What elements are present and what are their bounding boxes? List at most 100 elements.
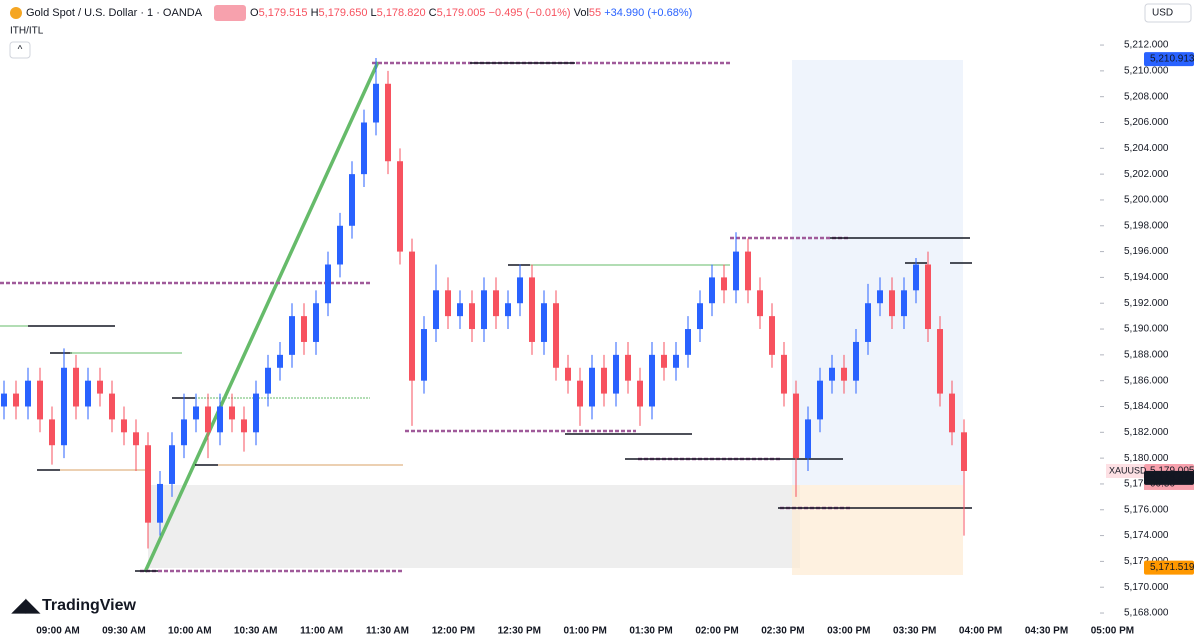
x-tick-label: 02:00 PM bbox=[695, 626, 738, 637]
candle-body bbox=[505, 303, 511, 317]
candle-body bbox=[409, 251, 415, 381]
y-tick-label: 5,180.000 bbox=[1124, 453, 1169, 464]
candle-body bbox=[913, 264, 919, 291]
header-value: 55 bbox=[589, 7, 601, 19]
price-tag bbox=[1144, 560, 1194, 575]
y-tick-label: 5,170.000 bbox=[1124, 582, 1169, 593]
x-tick-label: 04:30 PM bbox=[1025, 626, 1068, 637]
y-tick-label: 5,186.000 bbox=[1124, 375, 1169, 386]
candle-body bbox=[853, 341, 859, 381]
y-tick-label: 5,168.000 bbox=[1124, 608, 1169, 619]
axes: 5,212.000 5,210.000 5,208.000 5,206.000 5,20… bbox=[36, 40, 1195, 637]
candle-body bbox=[169, 445, 175, 484]
y-tick-label: 5,190.000 bbox=[1124, 324, 1169, 335]
candle-body bbox=[361, 122, 367, 175]
candle-body bbox=[901, 290, 907, 317]
x-tick-label: 11:00 AM bbox=[300, 626, 343, 637]
candle-body bbox=[781, 354, 787, 394]
header-value: −0.495 (−0.01%) bbox=[489, 7, 571, 19]
candle-body bbox=[133, 432, 139, 446]
candle-body bbox=[493, 290, 499, 317]
price-tag-label: 5,171.519 bbox=[1150, 562, 1195, 573]
trend-line bbox=[143, 61, 380, 573]
x-tick-label: 10:30 AM bbox=[234, 626, 278, 637]
y-tick-label: 5,210.000 bbox=[1124, 66, 1169, 77]
y-tick-label: 5,184.000 bbox=[1124, 401, 1169, 412]
x-tick-label: 09:00 AM bbox=[36, 626, 80, 637]
y-tick-label: 5,182.000 bbox=[1124, 427, 1169, 438]
y-tick-label: 5,188.000 bbox=[1124, 349, 1169, 360]
candle-body bbox=[601, 367, 607, 394]
candle-body bbox=[313, 303, 319, 342]
candle-body bbox=[649, 354, 655, 407]
candle-body bbox=[61, 367, 67, 446]
header-value: L bbox=[371, 7, 377, 19]
candle-body bbox=[961, 432, 967, 471]
x-tick-label: 03:30 PM bbox=[893, 626, 936, 637]
header-value: C bbox=[429, 7, 437, 19]
y-tick-label: 5,208.000 bbox=[1124, 91, 1169, 102]
header: Gold Spot / U.S. Dollar · 1 · OANDA O5,1… bbox=[9, 3, 1192, 615]
candle-body bbox=[205, 406, 211, 433]
candle-body bbox=[217, 406, 223, 433]
candle-body bbox=[709, 277, 715, 304]
y-tick-label: 5,196.000 bbox=[1124, 246, 1169, 257]
candle-body bbox=[553, 303, 559, 368]
price-tag bbox=[1144, 470, 1194, 485]
candle-body bbox=[529, 277, 535, 342]
candle-body bbox=[937, 329, 943, 394]
candle-body bbox=[337, 225, 343, 265]
candle-body bbox=[889, 290, 895, 317]
candle-body bbox=[745, 251, 751, 291]
candle-body bbox=[469, 303, 475, 330]
header-value: Vol bbox=[574, 7, 589, 19]
candle-body bbox=[301, 316, 307, 342]
candle-body bbox=[97, 380, 103, 394]
collapse-button[interactable] bbox=[9, 41, 31, 59]
candle-body bbox=[109, 393, 115, 420]
x-tick-label: 03:00 PM bbox=[827, 626, 870, 637]
candles bbox=[1, 57, 967, 549]
range-box bbox=[148, 485, 800, 568]
y-tick-label: 5,192.000 bbox=[1124, 298, 1169, 309]
candle-body bbox=[157, 483, 163, 523]
candle-body bbox=[181, 419, 187, 446]
x-tick-label: 04:00 PM bbox=[959, 626, 1002, 637]
candle-body bbox=[673, 354, 679, 368]
candle-body bbox=[805, 419, 811, 459]
candle-body bbox=[229, 406, 235, 420]
candle-body bbox=[721, 277, 727, 291]
ohlc: O5,179.515 H5,179.650 L5,178.820 C5,179.… bbox=[250, 7, 692, 19]
symbol-tag bbox=[1106, 463, 1144, 478]
y-tick-label: 5,202.000 bbox=[1124, 169, 1169, 180]
candle-body bbox=[1, 393, 7, 407]
collapse-icon: ^ bbox=[18, 45, 23, 56]
candle-body bbox=[385, 83, 391, 162]
header-value: +34.990 (+0.68%) bbox=[604, 7, 692, 19]
candle-body bbox=[253, 393, 259, 433]
x-tick-label: 12:30 PM bbox=[498, 626, 541, 637]
candle-body bbox=[829, 367, 835, 381]
candle-body bbox=[445, 290, 451, 317]
candle-body bbox=[697, 303, 703, 330]
brand-logo: ◢◣ bbox=[11, 595, 41, 615]
candle-body bbox=[481, 290, 487, 330]
y-tick-label: 5,204.000 bbox=[1124, 143, 1169, 154]
candle-body bbox=[877, 290, 883, 304]
currency-button[interactable] bbox=[1144, 3, 1192, 23]
candle-body bbox=[949, 393, 955, 433]
y-tick-label: 5,198.000 bbox=[1124, 220, 1169, 231]
symbol-tag-label: XAUUSD bbox=[1109, 465, 1147, 475]
candle-body bbox=[589, 367, 595, 407]
session-box bbox=[792, 485, 963, 575]
header-value: 5,179.650 bbox=[319, 7, 368, 19]
price-axis bbox=[1100, 0, 1200, 639]
candle-body bbox=[925, 264, 931, 330]
indicator: ITH/ITL bbox=[10, 26, 44, 37]
x-tick-label: 05:00 PM bbox=[1091, 626, 1134, 637]
candle-body bbox=[373, 83, 379, 123]
candle-body bbox=[625, 354, 631, 381]
currency: USD bbox=[1152, 8, 1173, 19]
candle-body bbox=[265, 367, 271, 394]
